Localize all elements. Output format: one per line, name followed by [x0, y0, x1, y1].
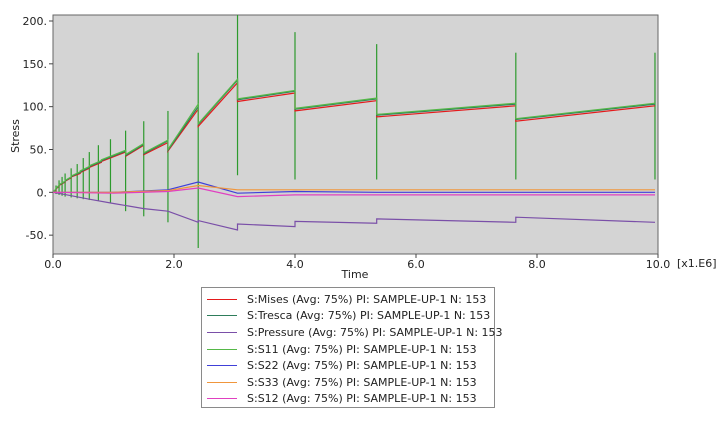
x-tick-label-3: 6.0	[407, 258, 425, 271]
legend-swatch-3	[207, 348, 237, 350]
y-tick-label-2: 50.	[30, 143, 48, 156]
legend-label-6: S:S12 (Avg: 75%) PI: SAMPLE-UP-1 N: 153	[247, 392, 477, 406]
series-line-5	[53, 184, 655, 193]
y-tick-label-1: 0.	[37, 186, 48, 199]
legend-label-4: S:S22 (Avg: 75%) PI: SAMPLE-UP-1 N: 153	[247, 359, 477, 373]
series-line-2	[52, 191, 656, 231]
x-tick-label-2: 4.0	[286, 258, 304, 271]
legend-swatch-1	[207, 315, 237, 317]
y-tick-label-3: 100.	[23, 101, 48, 114]
legend-label-0: S:Mises (Avg: 75%) PI: SAMPLE-UP-1 N: 15…	[247, 292, 487, 306]
legend-items: S:Mises (Avg: 75%) PI: SAMPLE-UP-1 N: 15…	[202, 291, 503, 408]
legend-item-4: S:S22 (Avg: 75%) PI: SAMPLE-UP-1 N: 153	[202, 357, 494, 374]
legend-label-5: S:S33 (Avg: 75%) PI: SAMPLE-UP-1 N: 153	[247, 375, 477, 389]
ticks-group: -50. 0. 50. 100. 150. 200. 0.0 2.0 4.0 6.0 8.0 10.0	[23, 15, 671, 271]
x-axis-multiplier: [x1.E6]	[677, 257, 717, 270]
legend-swatch-0	[207, 298, 237, 300]
legend: S:Mises (Avg: 75%) PI: SAMPLE-UP-1 N: 15…	[201, 287, 503, 408]
chart: -50. 0. 50. 100. 150. 200. 0.0 2.0 4.0 6.0 8.0 10.0…	[9, 14, 717, 281]
y-tick-label-4: 150.	[23, 58, 48, 71]
y-tick-label-0: -50.	[26, 229, 47, 242]
x-tick-label-4: 8.0	[528, 258, 546, 271]
legend-swatch-4	[207, 365, 237, 367]
legend-label-3: S:S11 (Avg: 75%) PI: SAMPLE-UP-1 N: 153	[247, 342, 477, 356]
legend-item-1: S:Tresca (Avg: 75%) PI: SAMPLE-UP-1 N: 1…	[202, 308, 494, 325]
y-axis-title: Stress	[9, 119, 22, 153]
legend-item-5: S:S33 (Avg: 75%) PI: SAMPLE-UP-1 N: 153	[202, 374, 494, 391]
legend-swatch-5	[207, 381, 237, 383]
y-tick-label-5: 200.	[23, 15, 48, 28]
series-line-6	[52, 187, 655, 198]
legend-item-2: S:Pressure (Avg: 75%) PI: SAMPLE-UP-1 N:…	[202, 324, 503, 341]
x-tick-label-0: 0.0	[44, 258, 62, 271]
series-line-3	[52, 77, 656, 193]
legend-label-1: S:Tresca (Avg: 75%) PI: SAMPLE-UP-1 N: 1…	[247, 309, 491, 323]
legend-item-6: S:S12 (Avg: 75%) PI: SAMPLE-UP-1 N: 153	[202, 391, 494, 408]
x-tick-label-1: 2.0	[165, 258, 183, 271]
legend-swatch-2	[207, 331, 237, 333]
legend-item-3: S:S11 (Avg: 75%) PI: SAMPLE-UP-1 N: 153	[202, 341, 494, 358]
plot-area	[52, 14, 659, 255]
legend-label-2: S:Pressure (Avg: 75%) PI: SAMPLE-UP-1 N:…	[247, 325, 503, 339]
x-tick-label-5: 10.0	[646, 258, 671, 271]
x-axis-title: Time	[341, 268, 369, 281]
legend-swatch-6	[207, 398, 237, 400]
series-group	[52, 77, 656, 231]
legend-item-0: S:Mises (Avg: 75%) PI: SAMPLE-UP-1 N: 15…	[202, 291, 494, 308]
